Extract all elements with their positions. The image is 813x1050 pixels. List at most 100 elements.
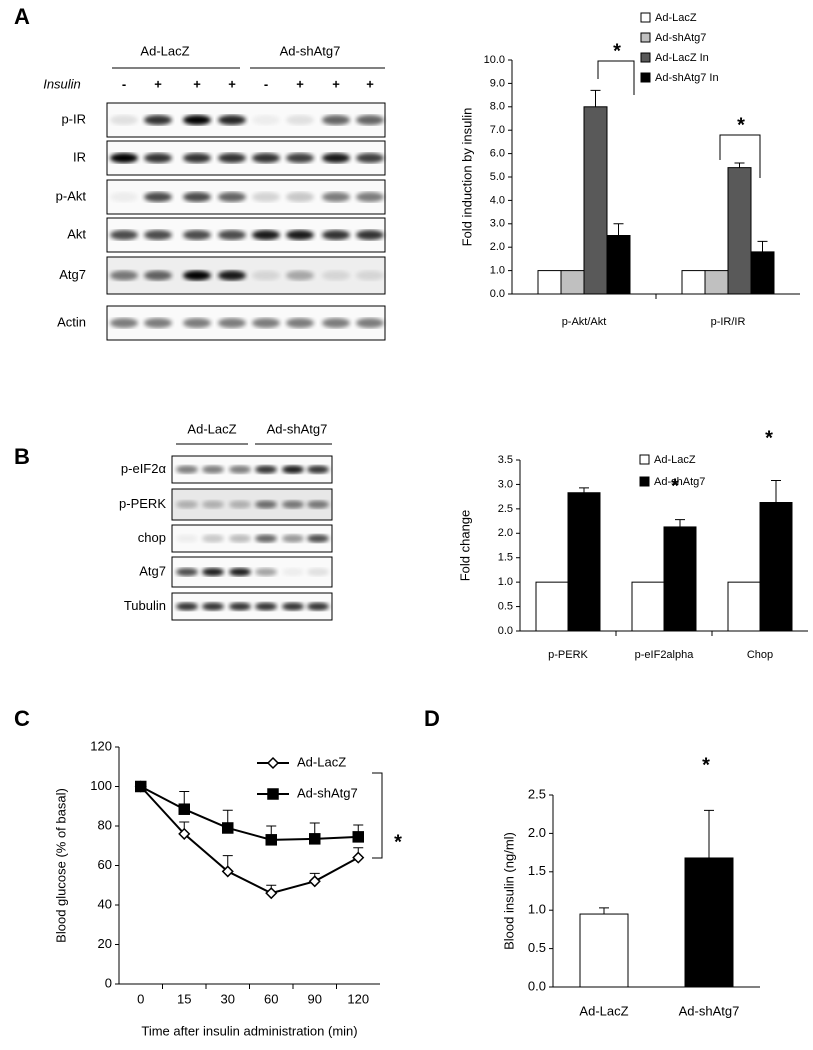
line (140, 785, 359, 895)
blot-band (110, 230, 138, 240)
blot-band (144, 270, 172, 281)
row-label: p-IR (61, 111, 86, 126)
blot-band (183, 192, 211, 202)
y-tick-label: 0.0 (490, 288, 505, 300)
blot-band (110, 270, 138, 281)
y-axis-title: Fold change (457, 510, 472, 582)
error-bar (675, 519, 685, 527)
bar (704, 270, 729, 295)
row-label: Actin (57, 314, 86, 329)
y-axis-title: Fold induction by insulin (459, 108, 474, 247)
bar (606, 235, 631, 295)
blot-band (255, 602, 277, 611)
blot-band (252, 192, 280, 202)
blot-band (183, 318, 211, 328)
blot-band (144, 230, 172, 240)
y-tick-label: 0.0 (528, 978, 546, 993)
y-tick-label: 100 (90, 778, 112, 793)
blot-band (356, 153, 384, 163)
panel-label: B (14, 444, 30, 469)
bar (560, 270, 585, 295)
row-label: p-PERK (119, 496, 166, 511)
error-bar (579, 487, 589, 493)
bar (535, 581, 569, 632)
blot-band (252, 270, 280, 281)
y-axis-title: Blood glucose (% of basal) (53, 788, 68, 943)
legend-marker (267, 788, 279, 800)
row-label: Tubulin (124, 598, 166, 613)
bar (583, 106, 608, 295)
blot-frame (171, 524, 333, 553)
blot-frame (171, 556, 333, 588)
error-bar (590, 89, 601, 107)
blot-band (144, 153, 172, 163)
legend-label: Ad-shAtg7 In (655, 72, 719, 84)
error-bar (757, 240, 768, 252)
y-tick-label: 20 (98, 936, 112, 951)
y-tick-label: 3.0 (490, 218, 505, 230)
blot-band (218, 270, 246, 281)
bar (567, 492, 601, 632)
y-tick-label: 2.0 (528, 825, 546, 840)
blot-band (218, 318, 246, 328)
blot-band (255, 568, 277, 576)
legend-label: Ad-LacZ In (655, 52, 709, 64)
bar (681, 270, 706, 295)
error-bar (734, 162, 745, 168)
blot-band (322, 153, 350, 163)
legend-swatch (640, 52, 651, 63)
treatment-sign: + (296, 76, 304, 91)
blot-band (176, 534, 198, 543)
y-tick-label: 0 (105, 975, 112, 990)
x-tick-label: p-PERK (548, 649, 588, 661)
blot-band (252, 115, 280, 125)
treatment-sign: + (332, 76, 340, 91)
legend-swatch (639, 476, 650, 487)
blot-band (176, 568, 198, 576)
y-tick-label: 3.5 (498, 454, 513, 466)
legend-label: Ad-shAtg7 (297, 785, 358, 800)
marker (178, 803, 190, 815)
x-tick-label: p-Akt/Akt (562, 316, 607, 328)
x-tick-label: p-eIF2alpha (635, 649, 695, 661)
treatment-sign: + (366, 76, 374, 91)
blot-band (255, 500, 277, 509)
blot-band (286, 115, 314, 125)
legend-label: Ad-LacZ (297, 754, 346, 769)
legend-label: Ad-LacZ (654, 454, 696, 466)
bracket (719, 134, 761, 178)
blot-band (183, 115, 211, 125)
legend-swatch (640, 12, 651, 23)
significance: * (394, 831, 402, 853)
y-tick-label: 1.0 (498, 576, 513, 588)
blot-band (229, 534, 251, 543)
blot-band (356, 270, 384, 281)
bar (759, 502, 793, 632)
y-tick-label: 0.5 (498, 600, 513, 612)
blot-band (183, 230, 211, 240)
marker (352, 831, 364, 843)
row-label: Akt (67, 226, 86, 241)
y-tick-label: 40 (98, 896, 112, 911)
blot-band (202, 534, 224, 543)
row-label: chop (138, 530, 166, 545)
treatment-sign: - (122, 76, 126, 91)
blot-band (110, 192, 138, 202)
blot-band (218, 192, 246, 202)
blot-band (183, 153, 211, 163)
treatment-sign: - (264, 76, 268, 91)
marker (135, 780, 147, 793)
bar (727, 167, 752, 295)
blot-band (218, 230, 246, 240)
panel-label: D (424, 706, 440, 731)
blot-band (202, 500, 224, 509)
blot-band (322, 318, 350, 328)
blot-band (218, 153, 246, 163)
blot-band (356, 192, 384, 202)
group-label: Ad-shAtg7 (267, 421, 328, 436)
y-tick-label: 10.0 (484, 54, 505, 66)
marker (178, 827, 191, 840)
significance: * (702, 754, 710, 776)
row-label: Atg7 (139, 563, 166, 578)
